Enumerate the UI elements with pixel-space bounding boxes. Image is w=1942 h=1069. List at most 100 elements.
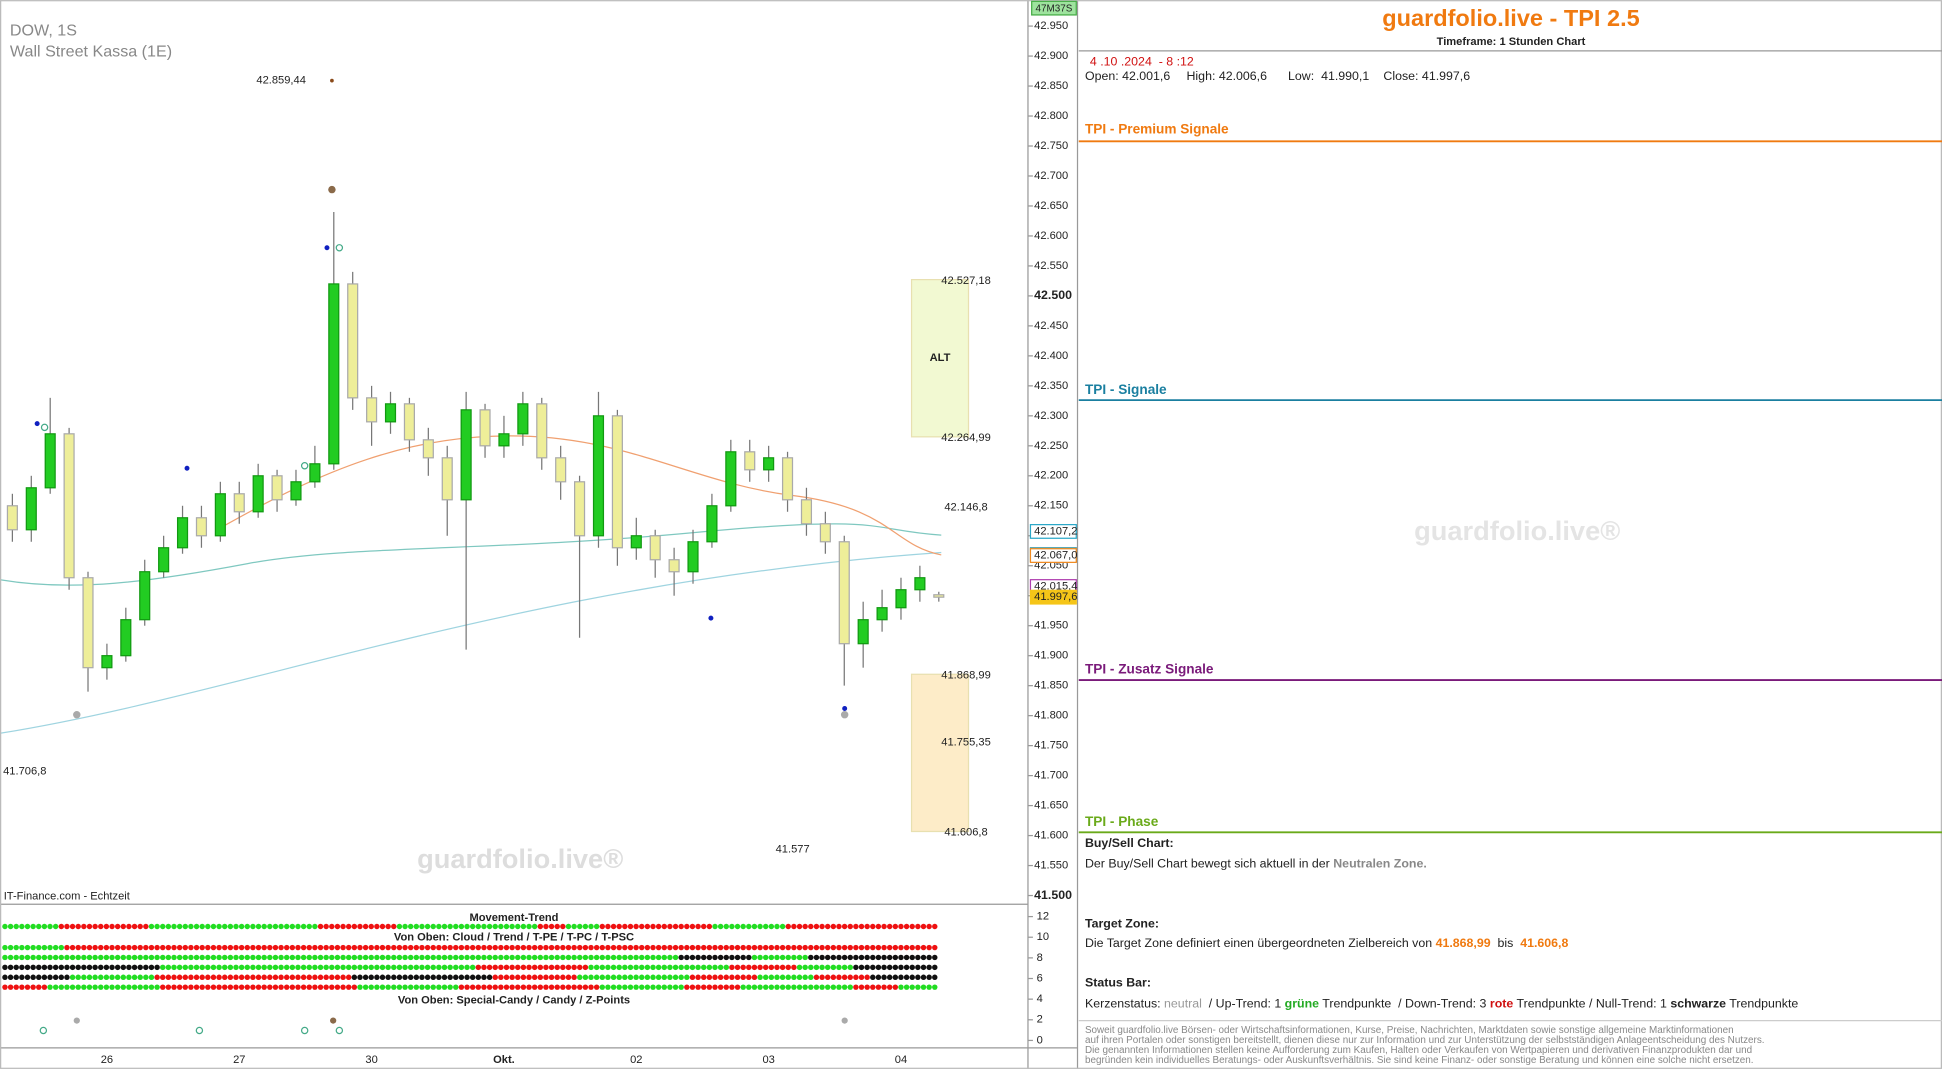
indicator-dot	[757, 954, 763, 961]
indicator-dot	[796, 954, 803, 961]
indicator-dot	[751, 954, 758, 961]
indicator-dot	[469, 944, 476, 951]
indicator-dot	[892, 984, 899, 990]
price-tag-label: 42.067,0	[1034, 549, 1077, 561]
candle-body	[271, 475, 283, 501]
indicator-dot	[819, 954, 825, 961]
indicator-dot	[261, 974, 267, 980]
y-tick-label: 41.950	[1034, 620, 1068, 632]
indicator-dot	[278, 954, 284, 961]
indicator-dot	[509, 974, 515, 980]
indicator-dot	[73, 1017, 80, 1024]
indicator-dot	[723, 944, 729, 951]
candle-body	[479, 409, 491, 447]
moving-averages	[0, 435, 942, 734]
indicator-dot	[582, 954, 589, 961]
indicator-dot	[379, 954, 386, 961]
indicator-dot	[915, 923, 921, 930]
indicator-dot	[616, 964, 622, 971]
y-tick-label: 41.900	[1034, 650, 1068, 662]
indicator-dot	[458, 984, 465, 990]
indicator-dot	[475, 964, 482, 971]
indicator-dot	[317, 964, 324, 971]
indicator-dot	[774, 964, 780, 971]
indicator-dot	[695, 964, 701, 971]
indicator-dot	[154, 974, 160, 980]
indicator-dot	[847, 923, 853, 930]
indicator-dot	[154, 923, 160, 930]
y-tick-label: 42.750	[1034, 140, 1068, 152]
indicator-dot	[396, 923, 403, 930]
indicator-dot	[824, 954, 831, 961]
ma-mid	[0, 523, 942, 586]
indicator-dot	[886, 923, 893, 930]
indicator-dot	[791, 974, 797, 980]
indicator-dot	[334, 964, 341, 971]
signal-dot	[708, 615, 714, 621]
indicator-dot	[746, 964, 752, 971]
indicator-dot	[779, 964, 786, 971]
indicator-dot	[492, 974, 498, 980]
indicator-dot	[424, 974, 431, 980]
indicator-dot	[746, 944, 752, 951]
indicator-dot	[655, 974, 662, 980]
indicator-dot	[774, 954, 780, 961]
indicator-dot	[509, 964, 515, 971]
indicator-dot	[329, 964, 335, 971]
indicator-dot	[565, 984, 572, 990]
y-tick-label: 42.250	[1034, 440, 1068, 452]
indicator-dot	[47, 974, 53, 980]
indicator-dot	[36, 954, 42, 961]
indicator-dot	[300, 964, 307, 971]
indicator-dot	[802, 964, 808, 971]
indicator-dot	[864, 964, 870, 971]
indicator-dot	[233, 954, 239, 961]
indicator-dot	[98, 984, 104, 990]
indicator-dot	[385, 923, 391, 930]
indicator-dot	[351, 944, 358, 951]
indicator-dot	[7, 923, 14, 930]
indicator-dot	[278, 984, 284, 990]
indicator-dot	[345, 923, 352, 930]
indicator-dot	[560, 954, 566, 961]
y-tick-label: 42.450	[1034, 320, 1068, 332]
indicator-dot	[182, 944, 189, 951]
indicator-dot	[712, 974, 718, 980]
highlight: grüne	[1285, 997, 1319, 1011]
indicator-dot	[762, 984, 769, 990]
indicator-dot	[69, 944, 76, 951]
candle-body	[233, 493, 245, 513]
indicator-dot	[98, 954, 104, 961]
indicator-dot	[137, 954, 143, 961]
indicator-dot	[554, 923, 560, 930]
indicator-dot	[391, 954, 397, 961]
indicator-dot	[2, 974, 8, 980]
indicator-dot	[571, 974, 577, 980]
indicator-dot	[103, 964, 110, 971]
indicator-dot	[351, 984, 358, 990]
indicator-dot	[796, 974, 803, 980]
indicator-dot	[362, 923, 369, 930]
indicator-dot	[734, 954, 741, 961]
indicator-dot	[548, 954, 555, 961]
indicator-dot	[205, 984, 211, 990]
indicator-tick-label: 12	[1037, 911, 1049, 923]
y-tick-label: 42.550	[1034, 260, 1068, 272]
target-zone	[910, 278, 970, 438]
indicator-dot	[374, 964, 380, 971]
indicator-dot	[357, 923, 363, 930]
candle-body	[460, 409, 472, 501]
indicator-dot	[678, 984, 684, 990]
indicator-dot	[289, 923, 296, 930]
indicator-dot	[560, 984, 566, 990]
indicator-dot	[19, 954, 25, 961]
indicator-dot	[300, 984, 307, 990]
y-tick-label: 41.700	[1034, 770, 1068, 782]
indicator-dot	[47, 964, 53, 971]
candle-body	[82, 577, 94, 669]
indicator-dot	[886, 944, 893, 951]
indicator-dot	[920, 984, 927, 990]
indicator-dot	[701, 964, 707, 971]
indicator-dot	[267, 923, 273, 930]
indicator-dot	[746, 984, 752, 990]
